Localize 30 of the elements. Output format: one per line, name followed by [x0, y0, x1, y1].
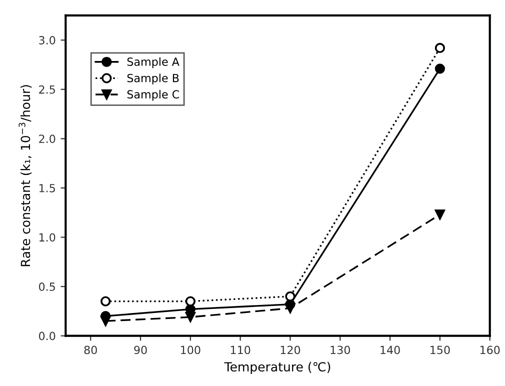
y-tick-label: 0.0	[38, 332, 56, 340]
x-tick-label: 140	[380, 346, 400, 354]
y-axis-title: Rate constant (k₁, 10$^{−3}$/hour)	[18, 85, 32, 266]
point	[185, 312, 196, 322]
x-axis-title: Temperature (℃)	[224, 362, 330, 374]
point	[434, 42, 446, 54]
y-tick-label: 1.0	[39, 233, 56, 242]
x-tick-label: 160	[480, 346, 500, 354]
point	[100, 316, 111, 326]
point	[434, 209, 446, 220]
y-tick-label: 1.5	[39, 184, 55, 192]
x-tick-label: 90	[134, 346, 147, 354]
x-tick-label: 120	[280, 346, 300, 354]
legend-label: Sample C	[127, 90, 180, 101]
point	[100, 296, 111, 306]
y-tick-label: 3.0	[39, 36, 56, 44]
point	[185, 296, 196, 306]
legend-label: Sample B	[127, 74, 179, 84]
x-tick-label: 130	[330, 346, 350, 354]
y-tick-label: 2.0	[39, 134, 56, 144]
x-tick-label: 150	[430, 346, 450, 354]
y-tick-label: 2.5	[39, 85, 55, 94]
x-tick-label: 110	[230, 346, 250, 354]
x-tick-label: 80	[84, 346, 97, 354]
point	[285, 291, 296, 302]
legend-label: Sample A	[127, 57, 180, 68]
point	[285, 303, 296, 314]
x-tick-label: 100	[181, 346, 200, 354]
y-tick-label: 0.5	[38, 282, 55, 291]
point	[434, 64, 446, 74]
